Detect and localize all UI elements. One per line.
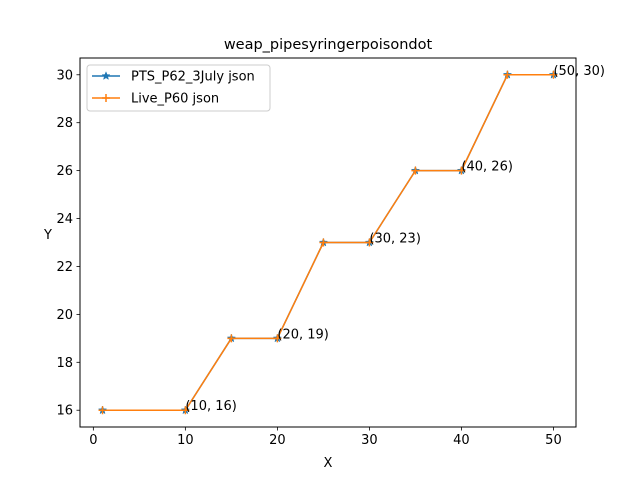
plot-area xyxy=(97,69,559,415)
y-tick-label: 20 xyxy=(56,308,73,323)
data-point xyxy=(503,70,512,79)
x-tick-label: 20 xyxy=(269,433,286,448)
data-point xyxy=(457,166,466,175)
point-annotation: (40, 26) xyxy=(461,160,512,175)
y-tick-label: 28 xyxy=(56,116,73,131)
data-point xyxy=(549,70,558,79)
point-annotation: (20, 19) xyxy=(277,327,329,342)
point-annotation: (10, 16) xyxy=(185,399,237,414)
y-axis-label: Y xyxy=(43,228,52,243)
x-axis-label: X xyxy=(324,456,333,471)
y-tick-label: 18 xyxy=(56,356,73,371)
axes-frame xyxy=(79,57,577,428)
y-tick-label: 16 xyxy=(56,404,73,419)
x-tick-label: 30 xyxy=(361,433,378,448)
data-point xyxy=(411,166,420,175)
legend: PTS_P62_3July json Live_P60 json xyxy=(86,64,271,112)
data-point xyxy=(365,238,374,247)
series-line xyxy=(102,74,554,411)
y-tick-label: 26 xyxy=(56,164,73,179)
legend-label: Live_P60 json xyxy=(131,92,219,107)
y-tick-label: 30 xyxy=(56,68,73,83)
legend-entry: PTS_P62_3July json xyxy=(92,70,255,85)
x-tick-label: 50 xyxy=(545,433,562,448)
y-tick-label: 24 xyxy=(56,212,73,227)
chart-title: weap_pipesyringerpoisondot xyxy=(224,37,433,53)
x-tick-label: 40 xyxy=(453,433,470,448)
legend-entry: Live_P60 json xyxy=(92,92,219,107)
legend-label: PTS_P62_3July json xyxy=(131,70,255,85)
x-tick-label: 0 xyxy=(89,433,97,448)
legend-box xyxy=(86,64,271,112)
point-annotation: (50, 30) xyxy=(553,64,605,79)
point-annotation: (30, 23) xyxy=(369,232,421,247)
data-point xyxy=(181,406,190,415)
annotations: (10, 16) (20, 19) (30, 23) (40, 26) (50, 30) xyxy=(185,64,605,414)
legend-marker xyxy=(102,94,110,102)
series-2 xyxy=(98,70,558,415)
y-axis: 16 18 20 22 24 26 28 30 xyxy=(56,68,80,419)
data-point xyxy=(319,238,328,247)
x-axis: 0 10 20 30 40 50 xyxy=(89,427,562,448)
x-tick-label: 10 xyxy=(177,433,194,448)
data-point xyxy=(273,334,282,343)
legend-marker xyxy=(101,71,111,80)
data-point xyxy=(227,334,236,343)
y-tick-label: 22 xyxy=(56,260,73,275)
data-point xyxy=(98,406,107,415)
